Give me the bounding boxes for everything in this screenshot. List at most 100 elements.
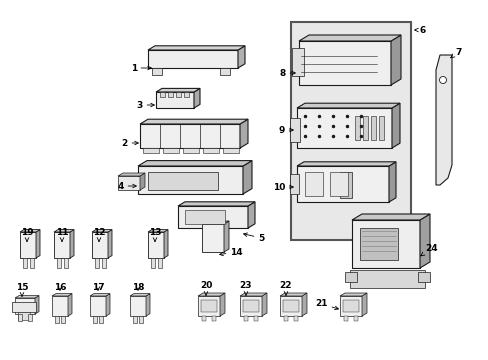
Text: 9: 9 bbox=[278, 126, 293, 135]
Bar bbox=[240, 296, 262, 316]
Polygon shape bbox=[220, 293, 224, 316]
Bar bbox=[61, 316, 65, 323]
Polygon shape bbox=[262, 293, 266, 316]
Bar bbox=[343, 316, 347, 321]
Bar bbox=[370, 116, 375, 140]
Bar bbox=[305, 172, 323, 196]
Bar bbox=[183, 92, 189, 97]
Polygon shape bbox=[140, 119, 247, 124]
Circle shape bbox=[439, 77, 446, 84]
Bar bbox=[342, 300, 358, 312]
Bar bbox=[30, 258, 34, 268]
Polygon shape bbox=[238, 46, 244, 68]
Text: 18: 18 bbox=[131, 283, 144, 292]
Polygon shape bbox=[224, 221, 228, 252]
Text: 6: 6 bbox=[414, 26, 426, 35]
Bar bbox=[296, 166, 388, 202]
Polygon shape bbox=[108, 230, 112, 258]
Bar bbox=[160, 92, 164, 97]
Bar bbox=[90, 296, 106, 316]
Bar bbox=[293, 316, 297, 321]
Bar bbox=[198, 296, 220, 316]
Bar bbox=[184, 210, 224, 224]
Bar bbox=[178, 206, 247, 228]
Bar bbox=[290, 22, 410, 240]
Polygon shape bbox=[194, 89, 200, 108]
Text: 19: 19 bbox=[20, 228, 33, 241]
Bar bbox=[359, 228, 397, 260]
Polygon shape bbox=[140, 173, 145, 190]
Text: 4: 4 bbox=[118, 181, 136, 190]
Text: 17: 17 bbox=[92, 283, 104, 292]
Text: 23: 23 bbox=[239, 282, 252, 295]
Bar bbox=[140, 124, 240, 148]
Bar bbox=[156, 92, 194, 108]
Bar bbox=[138, 166, 243, 194]
Polygon shape bbox=[130, 294, 150, 296]
Text: 7: 7 bbox=[450, 48, 461, 58]
Text: 24: 24 bbox=[420, 243, 437, 256]
Polygon shape bbox=[240, 293, 266, 296]
Bar bbox=[18, 314, 22, 321]
Text: 12: 12 bbox=[93, 228, 105, 241]
Bar bbox=[151, 258, 155, 268]
Bar bbox=[139, 316, 142, 323]
Text: 14: 14 bbox=[219, 248, 242, 257]
Bar bbox=[55, 316, 59, 323]
Bar bbox=[95, 258, 99, 268]
Polygon shape bbox=[202, 221, 228, 224]
Bar bbox=[291, 48, 304, 76]
Bar bbox=[202, 316, 205, 321]
Polygon shape bbox=[106, 294, 110, 316]
Polygon shape bbox=[70, 230, 74, 258]
Polygon shape bbox=[92, 230, 112, 232]
Polygon shape bbox=[52, 294, 72, 296]
Bar bbox=[54, 232, 70, 258]
Text: 16: 16 bbox=[54, 283, 66, 292]
Bar bbox=[142, 148, 159, 153]
Bar bbox=[244, 316, 247, 321]
Polygon shape bbox=[178, 202, 254, 206]
Bar bbox=[289, 118, 299, 142]
Polygon shape bbox=[390, 35, 400, 85]
Text: 3: 3 bbox=[137, 100, 154, 109]
Bar bbox=[351, 220, 419, 268]
Bar bbox=[130, 296, 146, 316]
Bar bbox=[57, 258, 61, 268]
Bar bbox=[102, 258, 106, 268]
Bar bbox=[28, 314, 32, 321]
Bar bbox=[212, 316, 216, 321]
Text: 20: 20 bbox=[200, 282, 212, 295]
Bar bbox=[284, 316, 287, 321]
Bar bbox=[223, 148, 239, 153]
Polygon shape bbox=[351, 214, 429, 220]
Bar bbox=[253, 316, 258, 321]
Text: 1: 1 bbox=[130, 63, 151, 72]
Bar bbox=[12, 302, 36, 312]
Polygon shape bbox=[138, 161, 251, 166]
Bar bbox=[339, 172, 351, 198]
Bar bbox=[362, 116, 367, 140]
Bar bbox=[15, 298, 35, 314]
Bar bbox=[203, 148, 219, 153]
Bar bbox=[183, 148, 199, 153]
Text: 15: 15 bbox=[16, 283, 28, 296]
Polygon shape bbox=[391, 103, 399, 148]
Polygon shape bbox=[156, 89, 200, 92]
Bar bbox=[99, 316, 103, 323]
Polygon shape bbox=[243, 161, 251, 194]
Polygon shape bbox=[15, 296, 39, 298]
Text: 5: 5 bbox=[243, 233, 264, 243]
Bar bbox=[329, 172, 347, 196]
Bar bbox=[118, 176, 140, 190]
Bar bbox=[176, 92, 181, 97]
Bar bbox=[158, 258, 162, 268]
Polygon shape bbox=[247, 202, 254, 228]
Bar bbox=[93, 316, 97, 323]
Text: 11: 11 bbox=[56, 228, 68, 241]
Polygon shape bbox=[146, 294, 150, 316]
Text: 8: 8 bbox=[279, 68, 295, 77]
Text: 13: 13 bbox=[148, 228, 161, 241]
Bar bbox=[202, 224, 224, 252]
Bar bbox=[417, 272, 429, 282]
